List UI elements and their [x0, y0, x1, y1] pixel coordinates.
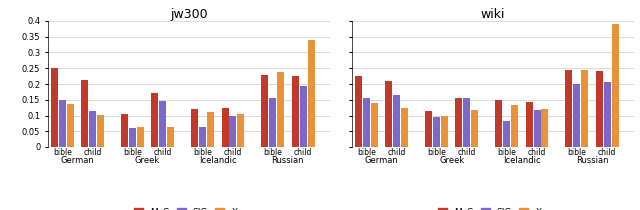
Bar — [596, 71, 603, 147]
Bar — [207, 112, 214, 147]
Bar — [355, 76, 362, 147]
Text: Icelandic: Icelandic — [199, 156, 237, 165]
Bar — [300, 86, 307, 147]
Bar — [51, 68, 58, 147]
Bar — [612, 24, 619, 147]
Text: Greek: Greek — [439, 156, 464, 165]
Legend: McC, SIG, Xu: McC, SIG, Xu — [435, 204, 551, 210]
Bar — [565, 70, 572, 147]
Bar — [97, 115, 104, 147]
Text: Russian: Russian — [575, 156, 608, 165]
Bar — [541, 109, 548, 147]
Bar — [385, 81, 392, 147]
Bar — [159, 101, 166, 147]
Bar — [604, 82, 611, 147]
Bar — [121, 114, 128, 147]
Bar — [441, 116, 448, 147]
Bar — [81, 80, 88, 147]
Bar — [167, 127, 174, 147]
Bar — [463, 98, 470, 147]
Bar — [371, 103, 378, 147]
Bar — [230, 116, 236, 147]
Title: wiki: wiki — [481, 8, 505, 21]
Bar — [269, 98, 276, 147]
Bar — [152, 93, 158, 147]
Bar — [534, 110, 541, 147]
Bar — [261, 75, 268, 147]
Bar — [292, 76, 299, 147]
Bar — [363, 98, 370, 147]
Bar — [503, 121, 510, 147]
Bar — [525, 102, 532, 147]
Bar — [237, 114, 244, 147]
Bar — [191, 109, 198, 147]
Text: Greek: Greek — [135, 156, 160, 165]
Title: jw300: jw300 — [170, 8, 207, 21]
Bar — [89, 111, 96, 147]
Bar — [471, 110, 478, 147]
Bar — [394, 95, 400, 147]
Bar — [495, 100, 502, 147]
Bar — [221, 108, 228, 147]
Bar — [425, 111, 432, 147]
Bar — [573, 84, 580, 147]
Bar — [59, 100, 66, 147]
Bar — [581, 70, 588, 147]
Bar — [137, 127, 144, 147]
Bar — [67, 104, 74, 147]
Bar — [456, 98, 463, 147]
Bar — [308, 40, 314, 147]
Bar — [277, 72, 284, 147]
Text: German: German — [61, 156, 94, 165]
Legend: McC, SIG, Xu: McC, SIG, Xu — [131, 204, 247, 210]
Bar — [511, 105, 518, 147]
Bar — [433, 117, 440, 147]
Text: Russian: Russian — [271, 156, 304, 165]
Text: German: German — [365, 156, 399, 165]
Bar — [199, 127, 206, 147]
Text: Icelandic: Icelandic — [503, 156, 541, 165]
Bar — [401, 108, 408, 147]
Bar — [129, 128, 136, 147]
